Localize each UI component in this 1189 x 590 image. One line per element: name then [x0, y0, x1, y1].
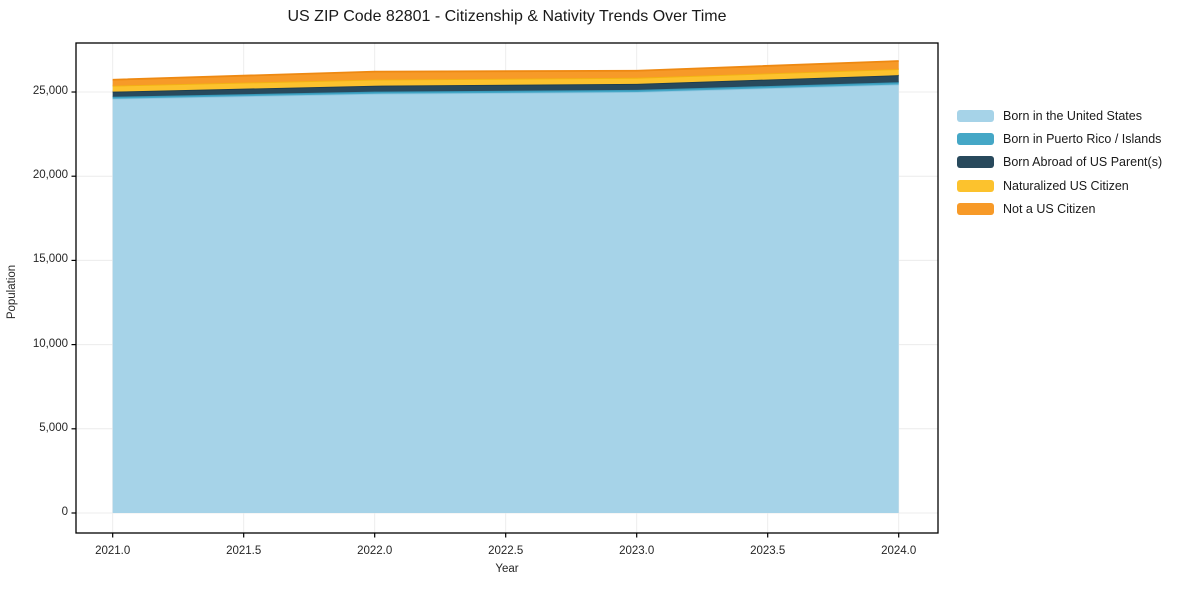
legend-label: Not a US Citizen: [1003, 201, 1096, 216]
plot-border: [75, 42, 939, 534]
x-tick-label: 2021.0: [95, 545, 131, 557]
x-tick-label: 2023.0: [619, 545, 655, 557]
y-tick-label: 5,000: [39, 421, 68, 434]
x-axis-label: Year: [495, 563, 519, 575]
area-series: [112, 61, 899, 86]
legend-item: Born Abroad of US Parent(s): [957, 151, 1162, 174]
area-series: [112, 84, 899, 513]
y-tick-label: 0: [61, 505, 68, 518]
area-series-edge: [112, 60, 899, 81]
y-tick-label: 15,000: [32, 253, 68, 266]
legend-swatch: [957, 156, 994, 169]
legend-label: Naturalized US Citizen: [1003, 178, 1129, 193]
x-tick-label: 2021.5: [226, 545, 262, 557]
legend-label: Born Abroad of US Parent(s): [1003, 155, 1163, 170]
x-tick-label: 2023.5: [750, 545, 786, 557]
legend-swatch: [957, 179, 994, 192]
x-tick-label: 2022.5: [488, 545, 524, 557]
y-axis-label: Population: [6, 264, 18, 320]
legend-label: Born in the United States: [1003, 108, 1142, 123]
y-tick-label: 10,000: [32, 337, 68, 350]
legend-label: Born in Puerto Rico / Islands: [1003, 131, 1162, 146]
area-series: [112, 75, 899, 97]
y-tick-label: 25,000: [32, 85, 68, 98]
legend-item: Born in the United States: [957, 104, 1162, 127]
legend-swatch: [957, 109, 994, 122]
area-series: [112, 69, 899, 92]
area-series: [112, 82, 899, 99]
legend-swatch: [957, 202, 994, 215]
y-tick-label: 20,000: [32, 169, 68, 182]
legend-item: Not a US Citizen: [957, 197, 1162, 220]
legend-item: Naturalized US Citizen: [957, 174, 1162, 197]
legend-swatch: [957, 132, 994, 145]
legend: Born in the United States Born in Puerto …: [957, 104, 1162, 220]
x-tick-label: 2024.0: [881, 545, 917, 557]
chart-title: US ZIP Code 82801 - Citizenship & Nativi…: [287, 8, 727, 25]
legend-item: Born in Puerto Rico / Islands: [957, 127, 1162, 150]
x-tick-label: 2022.0: [357, 545, 393, 557]
